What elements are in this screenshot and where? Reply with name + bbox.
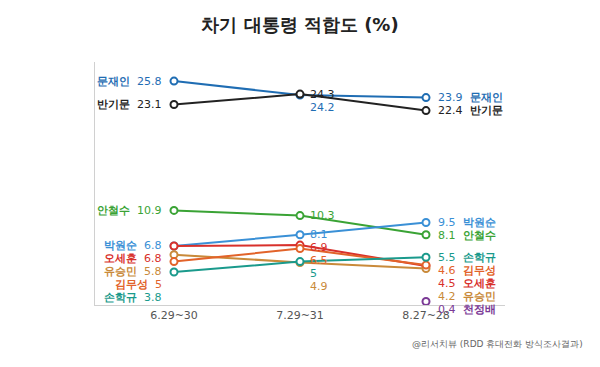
- svg-text:4.6 김무성: 4.6 김무성: [438, 264, 496, 277]
- svg-text:22.4 반기문: 22.4 반기문: [438, 104, 503, 117]
- svg-text:4.2 유승민: 4.2 유승민: [438, 290, 496, 303]
- svg-text:@리서치뷰 (RDD 휴대전화 방식조사결과): @리서치뷰 (RDD 휴대전화 방식조사결과): [412, 339, 583, 349]
- svg-text:5.5 손학규: 5.5 손학규: [438, 251, 496, 264]
- svg-text:5: 5: [310, 267, 317, 280]
- svg-text:24.3: 24.3: [310, 88, 335, 101]
- svg-text:반기문 23.1: 반기문 23.1: [97, 98, 162, 111]
- svg-text:오세훈 6.8: 오세훈 6.8: [104, 252, 162, 265]
- svg-text:8.1: 8.1: [310, 228, 328, 241]
- svg-text:4.5 오세훈: 4.5 오세훈: [438, 277, 496, 290]
- svg-text:문재인 25.8: 문재인 25.8: [97, 75, 162, 88]
- svg-text:손학규 3.8: 손학규 3.8: [104, 291, 162, 304]
- svg-text:6.29~30: 6.29~30: [150, 309, 198, 322]
- svg-text:차기 대통령 적합도 (%): 차기 대통령 적합도 (%): [201, 14, 398, 35]
- svg-text:6.5: 6.5: [310, 254, 328, 267]
- svg-text:4.9: 4.9: [310, 280, 328, 293]
- svg-text:9.5 박원순: 9.5 박원순: [438, 216, 496, 229]
- svg-text:0.4 천정배: 0.4 천정배: [438, 303, 496, 316]
- svg-text:유승민 5.8: 유승민 5.8: [104, 265, 162, 278]
- svg-text:6.9: 6.9: [310, 241, 328, 254]
- svg-text:8.27~28: 8.27~28: [402, 309, 450, 322]
- svg-text:박원순 6.8: 박원순 6.8: [104, 239, 162, 252]
- svg-text:8.1 안철수: 8.1 안철수: [438, 229, 496, 242]
- svg-text:7.29~31: 7.29~31: [276, 309, 324, 322]
- svg-text:김무성 5: 김무성 5: [115, 278, 162, 291]
- svg-text:24.2: 24.2: [310, 101, 335, 114]
- svg-text:안철수 10.9: 안철수 10.9: [97, 204, 162, 217]
- svg-text:23.9 문재인: 23.9 문재인: [438, 91, 503, 104]
- svg-text:10.3: 10.3: [310, 209, 335, 222]
